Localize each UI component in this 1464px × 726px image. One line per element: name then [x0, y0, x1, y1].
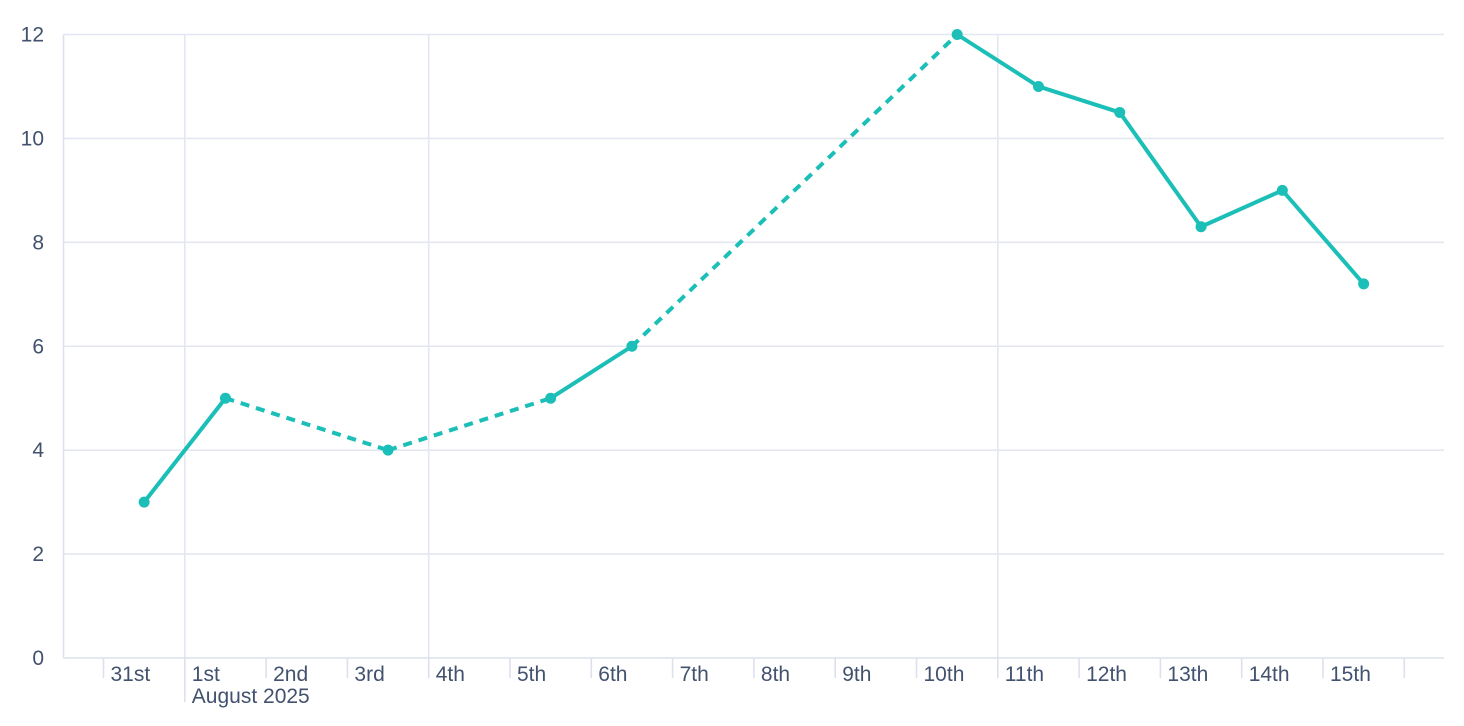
- y-tick-label: 8: [32, 231, 44, 254]
- x-axis-month-label: August 2025: [192, 685, 310, 708]
- data-point-marker: [1195, 221, 1207, 233]
- data-point-marker: [626, 340, 638, 352]
- x-tick-label: 15th: [1330, 663, 1371, 686]
- x-tick-label: 3rd: [354, 663, 384, 686]
- x-tick-label: 1st: [192, 663, 220, 686]
- y-tick-label: 10: [21, 127, 44, 150]
- x-tick-label: 9th: [842, 663, 871, 686]
- x-tick-label: 6th: [598, 663, 627, 686]
- series-line-solid: [142, 32, 1366, 505]
- data-point-marker: [1032, 80, 1044, 92]
- series-line-dashed: [224, 33, 959, 453]
- data-point-marker: [382, 444, 394, 456]
- data-point-marker: [545, 392, 557, 404]
- x-tick-label: 5th: [517, 663, 546, 686]
- x-tick-label: 2nd: [273, 663, 308, 686]
- x-tick-label: 8th: [761, 663, 790, 686]
- y-tick-label: 0: [32, 647, 44, 670]
- x-tick-label: 7th: [680, 663, 709, 686]
- y-tick-label: 2: [32, 543, 44, 566]
- x-tick-label: 11th: [1005, 663, 1044, 686]
- x-tick-label: 31st: [111, 663, 151, 686]
- x-tick-label: 10th: [924, 663, 965, 686]
- y-tick-label: 12: [21, 24, 44, 47]
- data-point-marker: [1114, 106, 1126, 118]
- y-tick-label: 4: [32, 439, 44, 462]
- y-tick-label: 6: [32, 335, 44, 358]
- data-point-marker: [1276, 184, 1288, 196]
- data-point-marker: [951, 29, 963, 40]
- x-tick-label: 13th: [1167, 663, 1208, 686]
- x-tick-label: 14th: [1249, 663, 1290, 686]
- data-point-marker: [138, 496, 150, 508]
- x-tick-label: 12th: [1086, 663, 1127, 686]
- x-tick-label: 4th: [436, 663, 465, 686]
- data-point-marker: [219, 392, 231, 404]
- data-point-marker: [1358, 278, 1370, 290]
